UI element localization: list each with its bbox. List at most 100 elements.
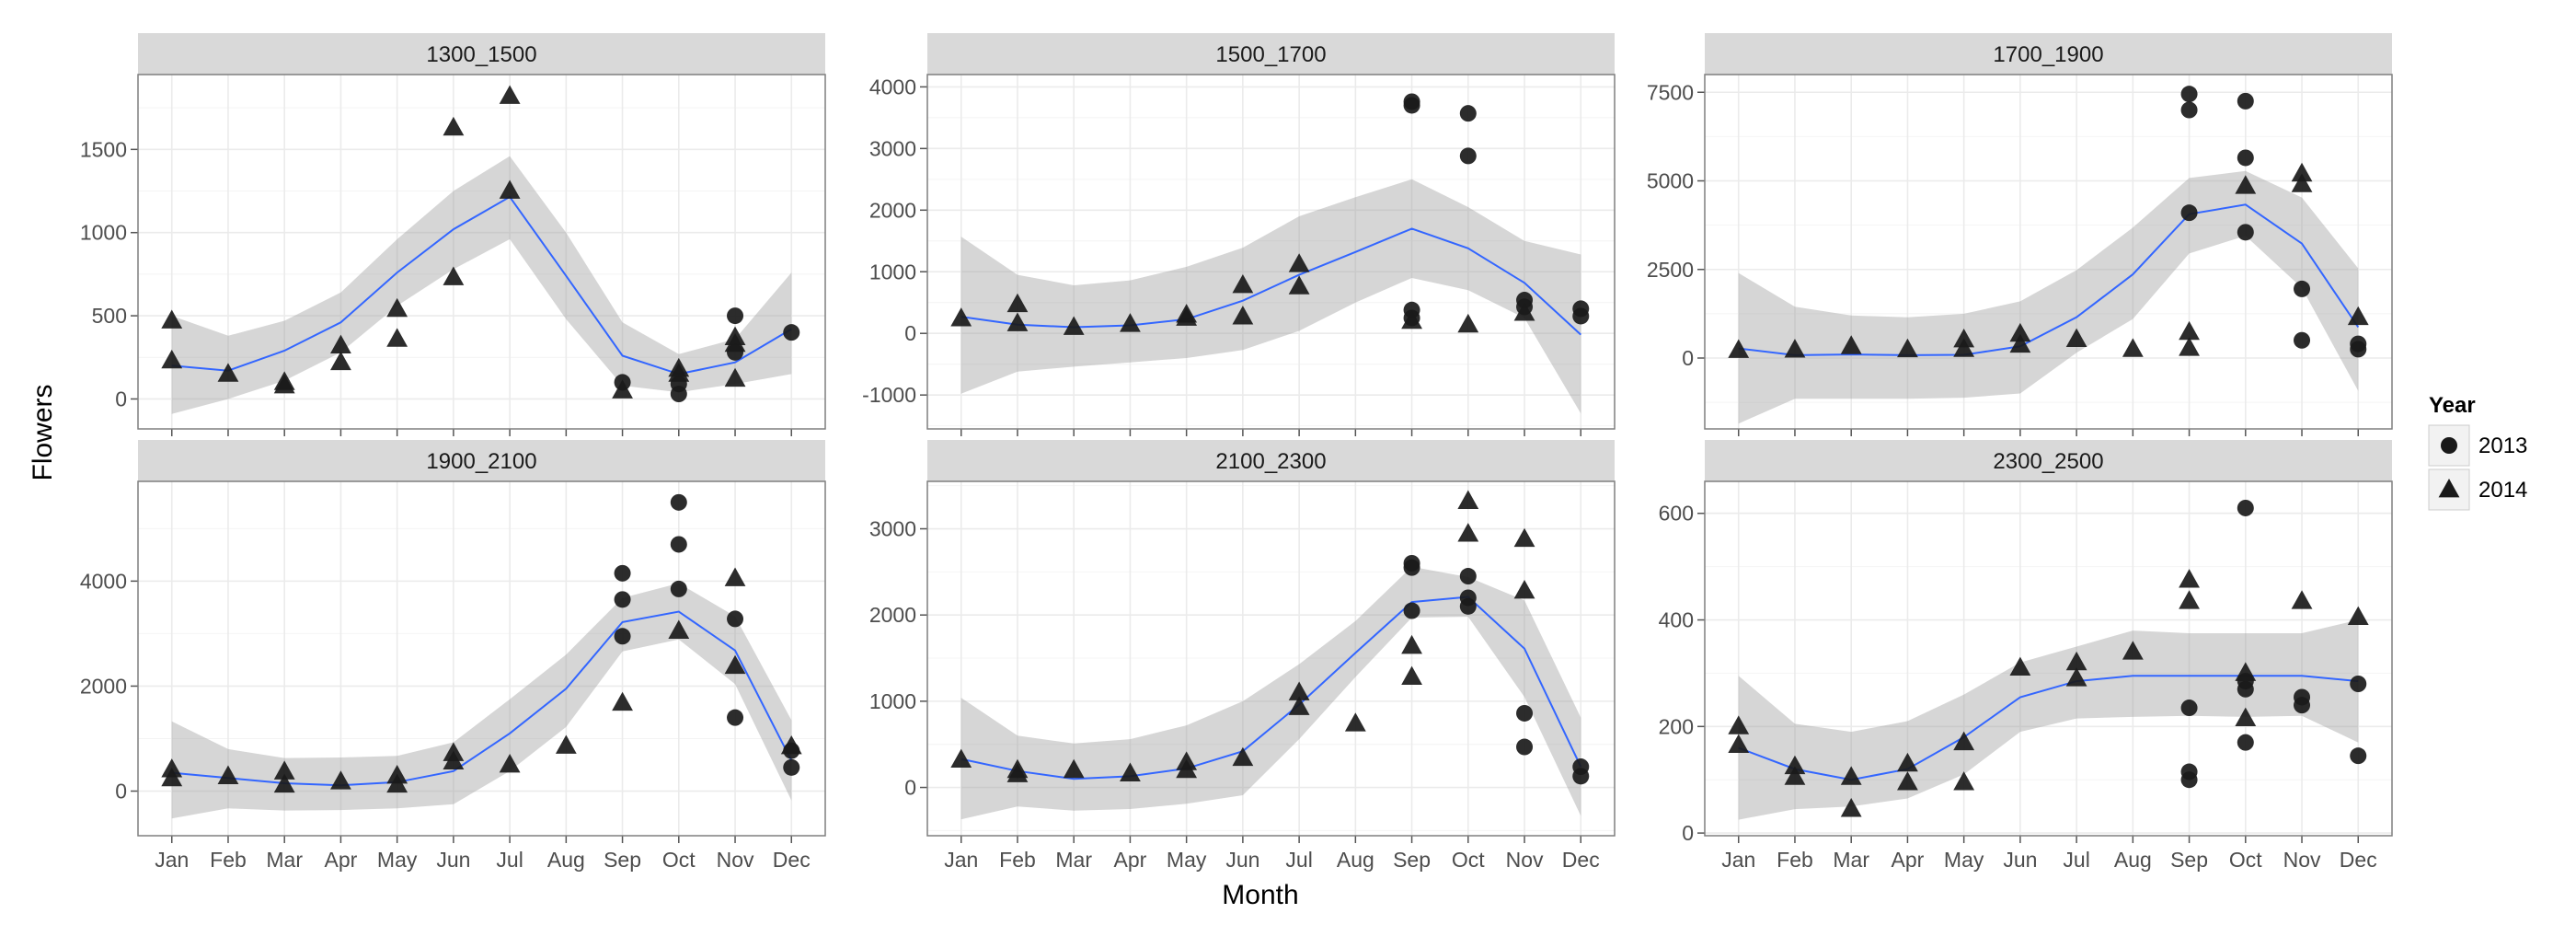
x-tick-label: Jan bbox=[1721, 848, 1755, 872]
data-point-2014 bbox=[2179, 569, 2200, 588]
x-tick-label: Jan bbox=[944, 848, 978, 872]
facet-panel-2100_2300: 2100_2300 0 1000 2000 3000 Jan Feb Mar Apr May Jun… bbox=[869, 440, 1616, 872]
data-point-2013 bbox=[670, 493, 687, 511]
data-point-2014 bbox=[1176, 751, 1198, 770]
data-point-2013 bbox=[2294, 280, 2311, 297]
data-point-2013 bbox=[2294, 688, 2311, 706]
confidence-band bbox=[960, 566, 1581, 820]
data-point-2014 bbox=[161, 309, 183, 329]
data-point-2013 bbox=[2180, 700, 2198, 717]
facet-panel-1700_1900: 1700_19000250050007500JanFebMarAprMayJun… bbox=[1647, 33, 2393, 465]
x-tick-label: Feb bbox=[999, 848, 1036, 872]
data-point-2013 bbox=[670, 376, 687, 393]
x-tick-label: Dec bbox=[2340, 848, 2377, 872]
data-point-2013 bbox=[727, 343, 744, 361]
data-point-2014 bbox=[1784, 755, 1806, 775]
panel-border bbox=[1704, 480, 2393, 837]
y-tick-label: 0 bbox=[904, 776, 916, 800]
data-point-2014 bbox=[386, 328, 408, 347]
data-point-2014 bbox=[1728, 715, 1750, 734]
x-tick-label: Sep bbox=[1393, 848, 1431, 872]
data-point-2013 bbox=[2237, 673, 2254, 690]
data-point-2013 bbox=[2294, 331, 2311, 349]
data-point-2014 bbox=[1006, 758, 1029, 779]
data-point-2014 bbox=[2065, 328, 2087, 347]
data-point-2013 bbox=[2180, 204, 2198, 222]
y-axis-title: Flowers bbox=[28, 384, 58, 480]
data-point-2014 bbox=[443, 266, 465, 285]
y-tick-label: 0 bbox=[1682, 821, 1694, 845]
panel-border bbox=[926, 480, 1616, 837]
data-point-2014 bbox=[386, 764, 408, 784]
data-point-2014 bbox=[2122, 641, 2144, 660]
facet-strip bbox=[1705, 33, 2392, 75]
panel-border bbox=[926, 74, 1616, 430]
x-tick-label: Jan bbox=[155, 848, 189, 872]
data-point-2014 bbox=[2065, 667, 2087, 687]
y-tick-label: 1000 bbox=[80, 221, 127, 245]
data-point-2014 bbox=[2179, 337, 2200, 356]
x-tick-label: Oct bbox=[662, 848, 696, 872]
data-point-2014 bbox=[330, 334, 351, 354]
panel-border bbox=[137, 480, 826, 837]
data-point-2014 bbox=[273, 773, 295, 793]
x-tick-label: Dec bbox=[773, 848, 811, 872]
data-point-2014 bbox=[1457, 313, 1479, 333]
data-point-2013 bbox=[1516, 704, 1534, 722]
data-point-2014 bbox=[950, 748, 972, 768]
data-point-2014 bbox=[1784, 766, 1806, 785]
data-point-2014 bbox=[217, 765, 239, 784]
x-tick-label: Jul bbox=[496, 848, 523, 872]
facet-strip bbox=[138, 440, 825, 481]
data-point-2014 bbox=[161, 349, 183, 369]
data-point-2014 bbox=[161, 758, 183, 778]
data-point-2014 bbox=[2347, 606, 2369, 626]
data-point-2013 bbox=[614, 628, 631, 645]
x-axis-title: Month bbox=[1222, 880, 1298, 910]
data-point-2014 bbox=[1457, 490, 1479, 509]
data-point-2013 bbox=[783, 758, 800, 776]
smooth-line bbox=[171, 610, 793, 787]
data-point-2013 bbox=[1459, 568, 1477, 585]
data-point-2013 bbox=[614, 591, 631, 608]
y-tick-label: 7500 bbox=[1647, 80, 1694, 104]
y-tick-label: 600 bbox=[1659, 502, 1694, 526]
data-point-2014 bbox=[217, 363, 239, 382]
data-point-2013 bbox=[2237, 92, 2254, 110]
data-point-2014 bbox=[2291, 173, 2313, 192]
data-point-2013 bbox=[2237, 149, 2254, 167]
y-tick-label: 5000 bbox=[1647, 169, 1694, 193]
data-point-2013 bbox=[614, 564, 631, 582]
smooth-line bbox=[171, 195, 792, 376]
data-point-2013 bbox=[1459, 147, 1477, 165]
data-point-2014 bbox=[1840, 766, 1862, 785]
facet-strip bbox=[927, 33, 1615, 75]
y-tick-label: -1000 bbox=[862, 383, 916, 407]
x-tick-label: Aug bbox=[1337, 848, 1374, 872]
data-point-2014 bbox=[1897, 752, 1918, 772]
data-point-2013 bbox=[2350, 676, 2367, 692]
data-point-2014 bbox=[2291, 162, 2313, 182]
data-point-2014 bbox=[1006, 293, 1029, 313]
data-point-2013 bbox=[1403, 93, 1420, 110]
x-tick-label: Nov bbox=[1506, 848, 1544, 872]
data-point-2014 bbox=[612, 691, 633, 711]
data-point-2013 bbox=[1459, 105, 1477, 122]
data-point-2014 bbox=[1063, 758, 1085, 779]
data-point-2014 bbox=[2122, 338, 2144, 357]
data-point-2014 bbox=[2235, 175, 2257, 194]
y-tick-label: 0 bbox=[115, 387, 127, 410]
y-tick-label: 400 bbox=[1659, 608, 1694, 632]
data-point-2013 bbox=[1459, 589, 1477, 607]
x-tick-label: Sep bbox=[2170, 848, 2208, 872]
y-tick-label: 1000 bbox=[869, 689, 916, 713]
data-point-2014 bbox=[1344, 712, 1366, 732]
legend-item-2014: 2014 bbox=[2428, 468, 2527, 511]
data-point-2013 bbox=[2180, 763, 2198, 780]
x-tick-label: Nov bbox=[2283, 848, 2321, 872]
x-tick-label: Oct bbox=[2229, 848, 2262, 872]
data-point-2014 bbox=[1232, 746, 1254, 767]
data-point-2014 bbox=[2065, 651, 2087, 671]
data-point-2013 bbox=[2237, 224, 2254, 241]
